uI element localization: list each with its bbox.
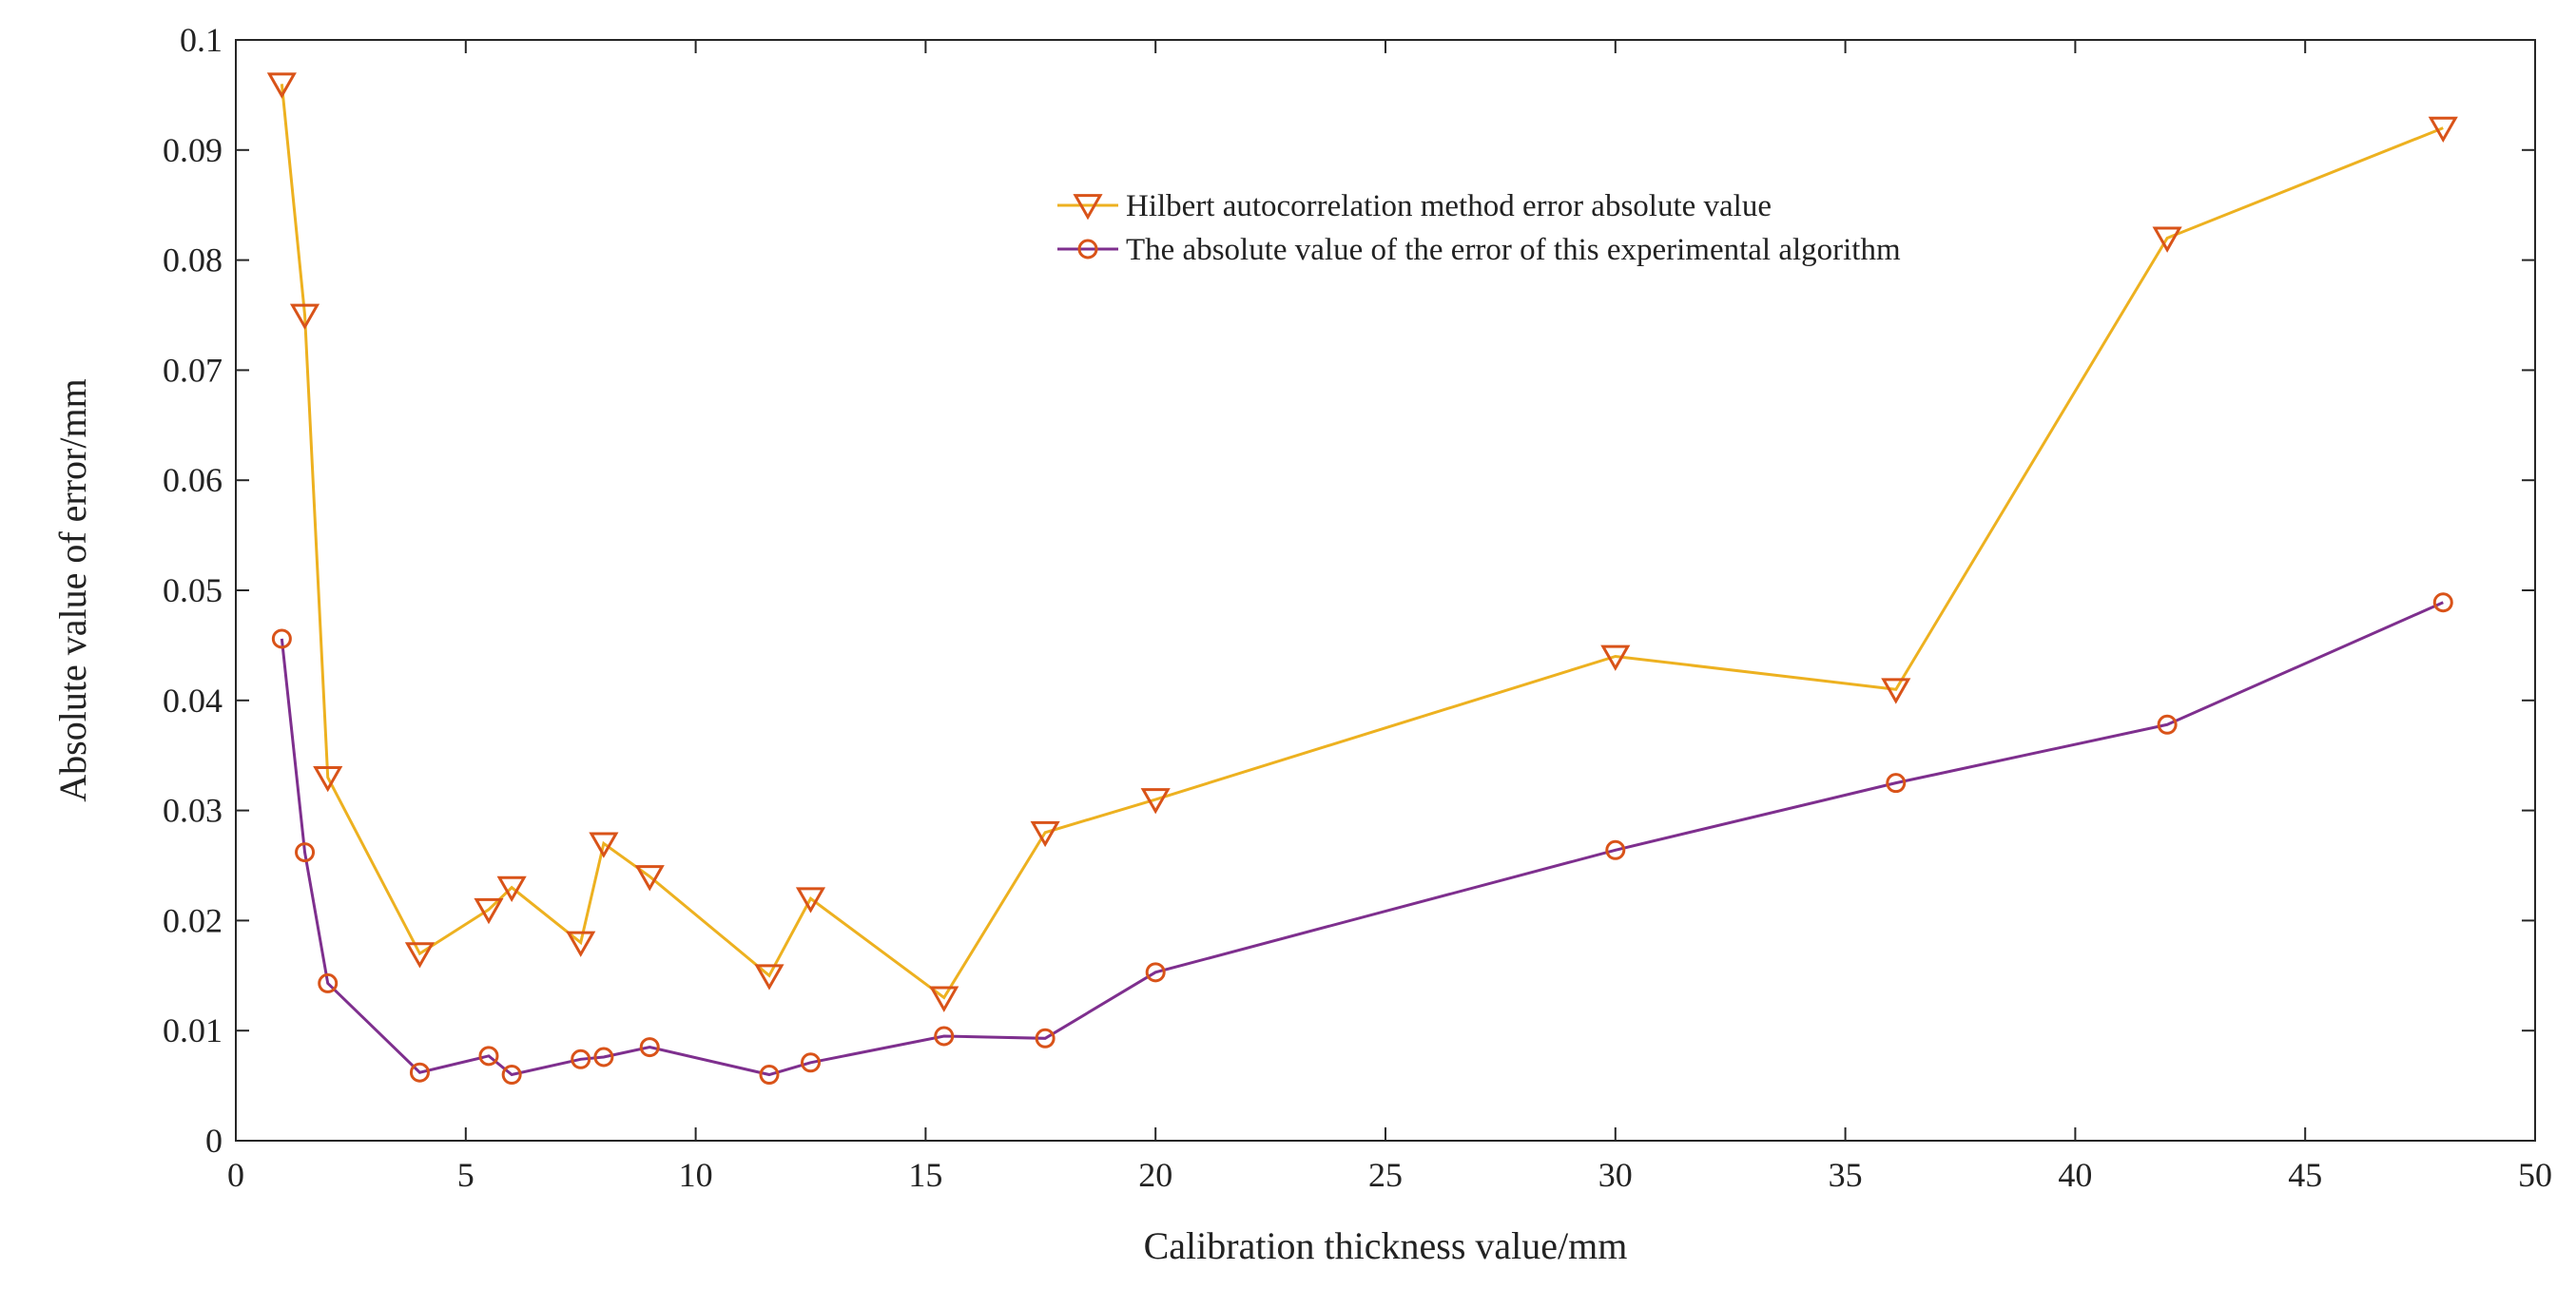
series-1 bbox=[266, 72, 2458, 1012]
data-point-circle bbox=[409, 1062, 430, 1083]
data-point-circle bbox=[1605, 839, 1626, 860]
data-point-triangle bbox=[589, 832, 619, 858]
series-line bbox=[280, 601, 2444, 1077]
plot-area bbox=[235, 39, 2536, 1142]
data-point-triangle bbox=[566, 931, 596, 957]
legend-marker-triangle bbox=[1073, 194, 1103, 221]
data-point-triangle bbox=[496, 875, 527, 903]
y-tick-label: 0.06 bbox=[163, 461, 223, 499]
x-tick-label: 30 bbox=[1598, 1156, 1633, 1194]
x-tick-label: 35 bbox=[1829, 1156, 1863, 1194]
y-tick-label: 0.01 bbox=[163, 1011, 223, 1049]
y-tick-label: 0.08 bbox=[163, 241, 223, 279]
data-point-triangle bbox=[1881, 678, 1911, 704]
data-point-triangle bbox=[1600, 644, 1631, 671]
data-point-circle bbox=[593, 1047, 614, 1068]
x-tick-label: 0 bbox=[227, 1156, 244, 1194]
legend-marker-circle bbox=[1077, 239, 1098, 260]
data-point-triangle bbox=[313, 765, 343, 793]
x-tick-label: 45 bbox=[2288, 1156, 2322, 1194]
legend: Hilbert autocorrelation method error abs… bbox=[1057, 189, 1901, 267]
data-point-triangle bbox=[795, 887, 826, 914]
y-tick-label: 0.1 bbox=[180, 21, 223, 59]
legend-entry-2: The absolute value of the error of this … bbox=[1057, 233, 1901, 267]
data-point-circle bbox=[1886, 773, 1907, 794]
data-point-circle bbox=[501, 1065, 522, 1086]
data-point-circle bbox=[639, 1037, 660, 1058]
data-point-circle bbox=[1145, 962, 1166, 983]
x-axis-title: Calibration thickness value/mm bbox=[1144, 1224, 1628, 1267]
data-point-circle bbox=[271, 628, 292, 649]
legend-label: The absolute value of the error of this … bbox=[1126, 233, 1901, 267]
series-2 bbox=[271, 592, 2453, 1086]
data-point-triangle bbox=[1030, 820, 1060, 848]
data-point-triangle bbox=[2152, 226, 2182, 253]
data-point-circle bbox=[1035, 1028, 1056, 1049]
data-point-triangle bbox=[1140, 788, 1171, 815]
data-point-circle bbox=[759, 1065, 780, 1086]
y-axis-title: Absolute value of error/mm bbox=[51, 378, 94, 801]
x-tick-label: 25 bbox=[1368, 1156, 1403, 1194]
series-line bbox=[280, 84, 2444, 1000]
data-point-circle bbox=[2157, 714, 2178, 735]
x-tick-label: 15 bbox=[908, 1156, 942, 1194]
x-tick-label: 20 bbox=[1138, 1156, 1172, 1194]
data-point-circle bbox=[318, 972, 339, 993]
x-tick-label: 40 bbox=[2058, 1156, 2092, 1194]
y-tick-label: 0.07 bbox=[163, 351, 223, 389]
data-point-circle bbox=[801, 1052, 821, 1073]
x-tick-label: 10 bbox=[679, 1156, 713, 1194]
legend-entry-1: Hilbert autocorrelation method error abs… bbox=[1057, 189, 1772, 223]
series-layer bbox=[266, 72, 2458, 1086]
data-point-triangle bbox=[929, 986, 959, 1012]
data-point-triangle bbox=[289, 303, 320, 330]
data-point-triangle bbox=[474, 897, 504, 925]
y-tick-label: 0.05 bbox=[163, 571, 223, 609]
data-point-circle bbox=[295, 842, 316, 863]
y-tick-label: 0.09 bbox=[163, 131, 223, 169]
data-point-triangle bbox=[2428, 116, 2458, 144]
data-point-triangle bbox=[634, 865, 665, 892]
x-tick-label: 5 bbox=[457, 1156, 475, 1194]
data-point-triangle bbox=[266, 72, 297, 99]
data-point-triangle bbox=[404, 942, 436, 969]
data-point-circle bbox=[934, 1026, 955, 1047]
y-tick-label: 0 bbox=[205, 1122, 223, 1160]
data-point-circle bbox=[2432, 592, 2453, 613]
axis-ticks: 0 5 10 15 20 25 30 35 40 45 50 0 0.01 0.02 0.03 0.04 0.0… bbox=[163, 21, 2552, 1194]
y-tick-label: 0.04 bbox=[163, 682, 223, 720]
x-tick-label: 50 bbox=[2518, 1156, 2552, 1194]
data-point-circle bbox=[571, 1049, 591, 1069]
y-tick-label: 0.03 bbox=[163, 792, 223, 830]
legend-label: Hilbert autocorrelation method error abs… bbox=[1126, 189, 1772, 223]
data-point-triangle bbox=[754, 964, 784, 991]
y-tick-label: 0.02 bbox=[163, 901, 223, 939]
data-point-circle bbox=[478, 1046, 499, 1067]
